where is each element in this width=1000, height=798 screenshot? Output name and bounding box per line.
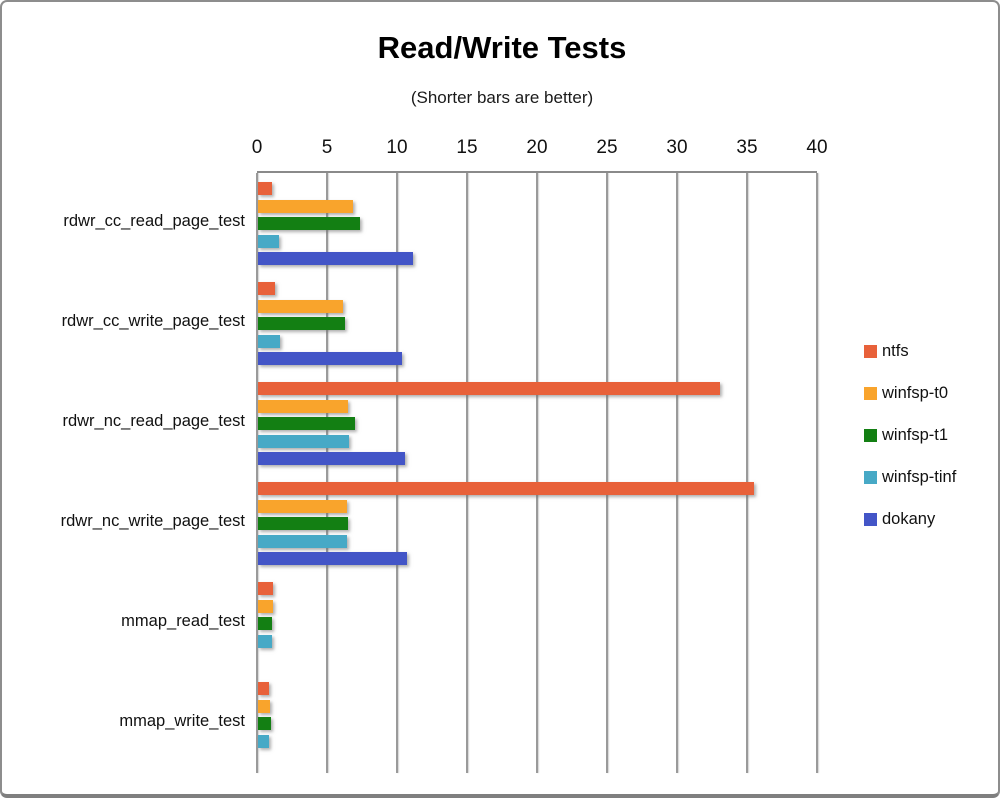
legend-swatch-icon	[864, 345, 877, 358]
x-axis-tick-label: 40	[806, 137, 828, 158]
gridline	[536, 173, 538, 773]
category-labels: rdwr_cc_read_page_test rdwr_cc_write_page…	[2, 171, 245, 771]
x-axis-tick-label: 35	[736, 137, 758, 158]
bar-dokany	[258, 252, 414, 265]
gridline	[256, 173, 258, 773]
bar-winfsp-t1	[258, 717, 271, 730]
bar-winfsp-tinf	[258, 234, 279, 248]
bar-dokany	[258, 452, 405, 465]
plot-area	[256, 171, 818, 773]
legend-swatch-icon	[864, 387, 877, 400]
bar-ntfs	[258, 582, 274, 595]
bar-ntfs	[258, 682, 270, 695]
gridline	[676, 173, 678, 773]
bar-winfsp-t0	[258, 199, 354, 213]
bar-winfsp-tinf	[258, 634, 272, 648]
bar-winfsp-t1	[258, 217, 361, 230]
bar-winfsp-tinf	[258, 734, 270, 748]
bar-winfsp-tinf	[258, 534, 347, 548]
bar-winfsp-t1	[258, 417, 355, 430]
legend-item-dokany: dokany	[864, 510, 956, 528]
legend-label: winfsp-t1	[882, 426, 949, 444]
category-label: mmap_read_test	[121, 611, 245, 630]
legend-item-ntfs: ntfs	[864, 342, 956, 360]
x-axis-tick-label: 10	[386, 137, 408, 158]
gridline	[816, 173, 818, 773]
legend-swatch-icon	[864, 471, 877, 484]
bar-winfsp-t1	[258, 317, 345, 330]
legend-label: ntfs	[882, 342, 909, 360]
gridline	[606, 173, 608, 773]
chart-subtitle: (Shorter bars are better)	[410, 88, 594, 107]
bar-winfsp-t1	[258, 617, 272, 630]
gridline	[326, 173, 328, 773]
chart-title: Read/Write Tests	[377, 30, 627, 65]
bar-winfsp-t0	[258, 599, 274, 613]
x-axis-tick-label: 0	[251, 137, 263, 158]
legend: ntfs winfsp-t0 winfsp-t1 winfsp-tinf dokany	[864, 342, 957, 528]
legend-item-winfsp-t0: winfsp-t0	[864, 384, 956, 402]
legend-item-winfsp-t1: winfsp-t1	[864, 426, 956, 444]
legend-item-winfsp-tinf: winfsp-tinf	[864, 468, 957, 486]
gridline	[396, 173, 398, 773]
x-axis-tick-label: 15	[456, 137, 478, 158]
x-axis-tick-label: 25	[596, 137, 618, 158]
bar-winfsp-t0	[258, 699, 270, 713]
x-axis-tick-label: 20	[526, 137, 548, 158]
bar-winfsp-t1	[258, 517, 348, 530]
bar-ntfs	[258, 182, 272, 195]
category-label: mmap_write_test	[119, 711, 245, 730]
x-axis-tick-label: 30	[666, 137, 688, 158]
category-label: rdwr_cc_write_page_test	[61, 311, 245, 330]
bar-winfsp-tinf	[258, 334, 281, 348]
bar-ntfs	[258, 382, 720, 395]
bar-dokany	[258, 352, 403, 365]
legend-swatch-icon	[864, 429, 877, 442]
bar-winfsp-t0	[258, 499, 347, 513]
legend-label: winfsp-tinf	[882, 468, 957, 486]
gridline	[466, 173, 468, 773]
bar-winfsp-tinf	[258, 434, 349, 448]
category-label: rdwr_nc_write_page_test	[60, 511, 245, 530]
gridline	[746, 173, 748, 773]
bar-winfsp-t0	[258, 299, 344, 313]
category-label: rdwr_nc_read_page_test	[62, 411, 245, 430]
bar-dokany	[258, 552, 408, 565]
legend-label: dokany	[882, 510, 936, 528]
legend-label: winfsp-t0	[882, 384, 949, 402]
bar-winfsp-t0	[258, 399, 348, 413]
legend-swatch-icon	[864, 513, 877, 526]
x-axis-tick-label: 5	[321, 137, 333, 158]
category-label: rdwr_cc_read_page_test	[63, 211, 245, 230]
bar-ntfs	[258, 282, 275, 295]
bar-ntfs	[258, 482, 754, 495]
